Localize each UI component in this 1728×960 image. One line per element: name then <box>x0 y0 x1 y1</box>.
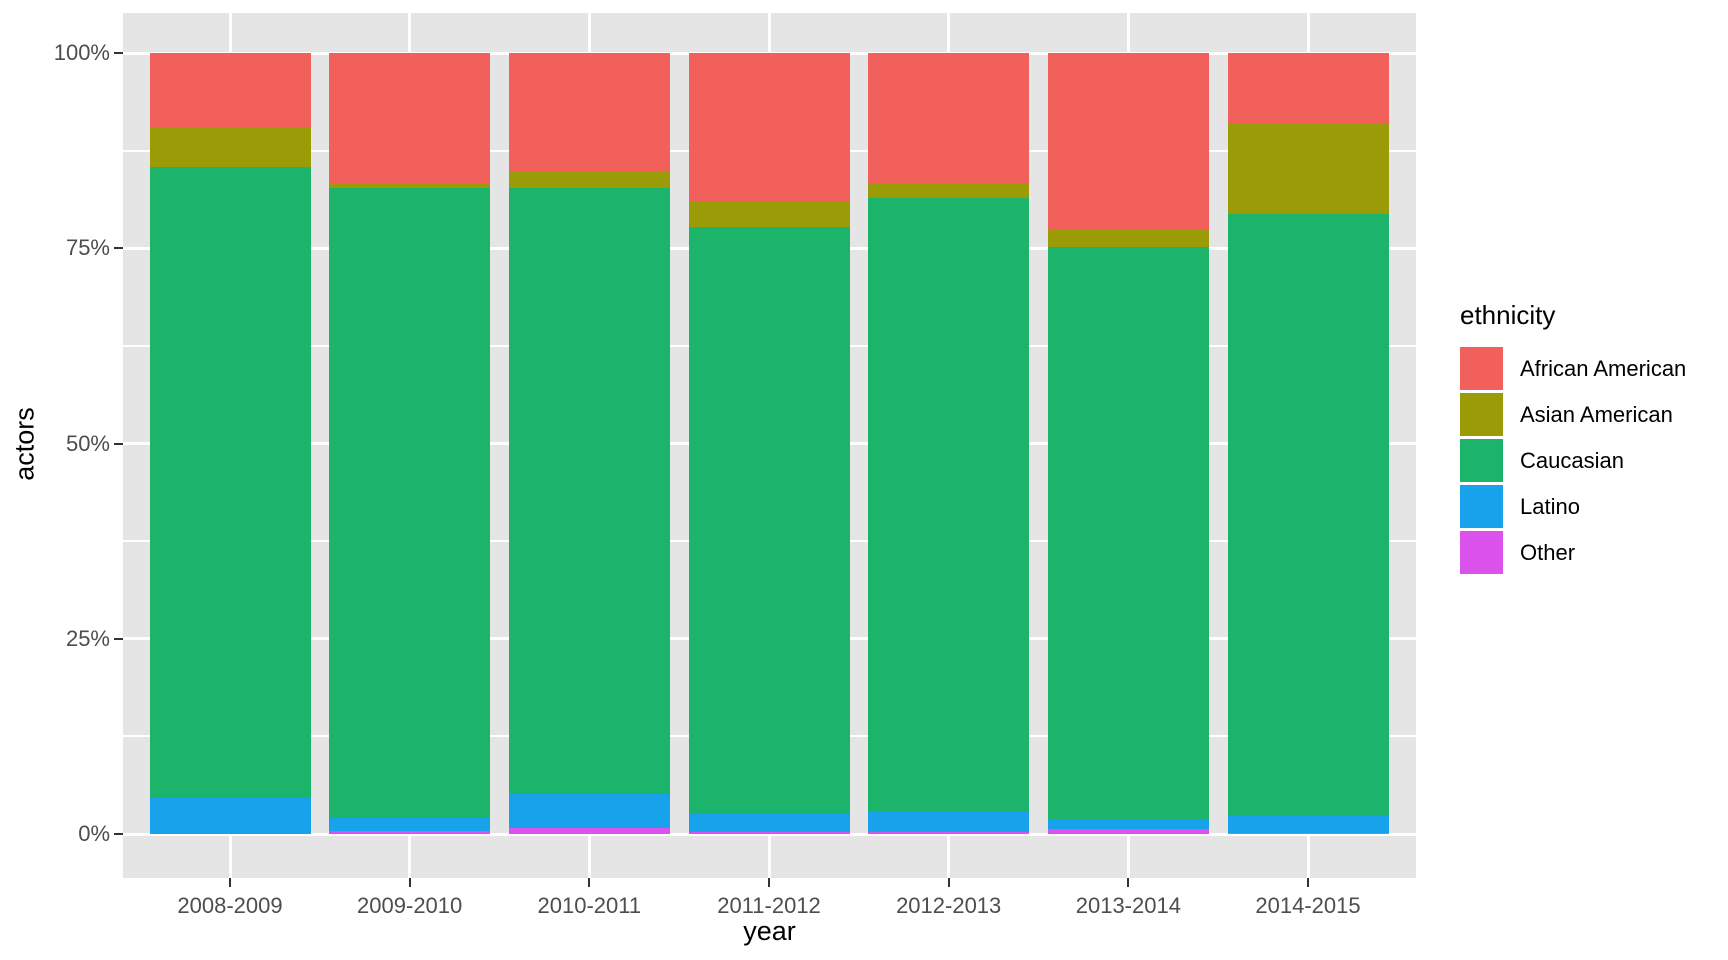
legend-label: Latino <box>1520 493 1580 519</box>
bar-segment-african-american <box>508 53 670 171</box>
bar-segment-african-american <box>1227 53 1389 124</box>
x-tick-label: 2014-2015 <box>1255 893 1361 918</box>
legend-swatch-latino <box>1460 485 1503 528</box>
bar-segment-latino <box>868 811 1030 832</box>
bar-segment-african-american <box>868 53 1030 183</box>
bar-segment-caucasian <box>1047 246 1209 820</box>
x-tick-label: 2011-2012 <box>717 893 821 918</box>
x-tick-mark <box>768 878 770 887</box>
y-tick-label: 100% <box>53 40 110 65</box>
bar-segment-african-american <box>329 53 491 185</box>
y-tick-label: 50% <box>65 430 110 456</box>
x-tick-label: 2010-2011 <box>537 893 642 918</box>
bar-segment-caucasian <box>329 188 491 819</box>
x-tick-label: 2013-2014 <box>1075 893 1181 918</box>
x-tick-mark <box>408 878 411 887</box>
legend-entry: African American <box>1460 347 1686 390</box>
x-tick-mark <box>1307 878 1310 887</box>
bar-segment-asian-american <box>688 201 850 228</box>
x-tick-mark <box>1127 878 1130 887</box>
legend-label: Asian American <box>1520 401 1673 427</box>
bar-segment-caucasian <box>688 227 850 814</box>
bar-segment-other <box>329 830 491 834</box>
bar-segment-caucasian <box>508 188 670 795</box>
bar-segment-asian-american <box>1227 123 1389 214</box>
bar-segment-other <box>1047 829 1209 834</box>
y-tick-mark <box>114 442 123 445</box>
bar-segment-other <box>688 831 850 834</box>
bar-segment-other <box>508 827 670 834</box>
x-tick-mark <box>588 878 591 887</box>
bar-segment-asian-american <box>868 182 1030 199</box>
x-axis-title: year <box>743 916 796 946</box>
y-tick-mark <box>114 833 123 835</box>
bar-segment-latino <box>1227 816 1389 834</box>
legend-swatch-african-american <box>1460 347 1503 390</box>
y-tick-mark <box>114 637 123 640</box>
y-tick-label: 75% <box>65 235 110 261</box>
bar-segment-caucasian <box>868 198 1030 812</box>
x-tick-mark <box>229 878 231 887</box>
x-tick-label: 2009-2010 <box>357 893 463 918</box>
bar-segment-asian-american <box>1047 228 1209 247</box>
legend-title: ethnicity <box>1460 300 1556 330</box>
x-tick-label: 2012-2013 <box>896 893 1002 918</box>
legend-entry: Other <box>1460 531 1686 574</box>
bar-segment-asian-american <box>508 170 670 189</box>
bar-segment-other <box>868 831 1030 834</box>
legend-entries: African American Asian American Caucasian L… <box>1460 347 1686 574</box>
x-tick-label: 2008-2009 <box>177 893 283 918</box>
bar-segment-caucasian <box>149 167 311 799</box>
legend-label: Caucasian <box>1520 447 1624 473</box>
plot-panel <box>123 13 1416 878</box>
bar-segment-latino <box>329 818 491 831</box>
legend-swatch-other <box>1460 531 1503 574</box>
bar-segment-caucasian <box>1227 213 1389 817</box>
y-tick-label: 25% <box>65 625 110 651</box>
bar-segment-african-american <box>1047 53 1209 229</box>
legend-label: African American <box>1520 355 1687 381</box>
bar-segment-latino <box>1047 819 1209 830</box>
bar-segment-other <box>1227 833 1389 834</box>
x-tick-mark <box>947 878 950 887</box>
bar-segment-latino <box>508 794 670 828</box>
bar-segment-asian-american <box>329 184 491 189</box>
legend-entry: Caucasian <box>1460 439 1686 482</box>
bar-segment-african-american <box>149 53 311 128</box>
y-tick-label: 0% <box>78 821 110 846</box>
legend: ethnicity African American Asian American… <box>1460 300 1686 577</box>
legend-swatch-asian-american <box>1460 393 1503 436</box>
legend-label: Other <box>1520 539 1576 565</box>
bar-segment-latino <box>688 813 850 832</box>
legend-entry: Asian American <box>1460 393 1686 436</box>
legend-swatch-caucasian <box>1460 439 1503 482</box>
legend-entry: Latino <box>1460 485 1686 528</box>
y-axis-title: actors <box>9 406 40 481</box>
bar-segment-asian-american <box>149 127 311 168</box>
bar-segment-african-american <box>688 53 850 202</box>
bar-segment-latino <box>149 798 311 834</box>
y-tick-mark <box>114 247 123 250</box>
y-tick-mark <box>114 52 123 54</box>
